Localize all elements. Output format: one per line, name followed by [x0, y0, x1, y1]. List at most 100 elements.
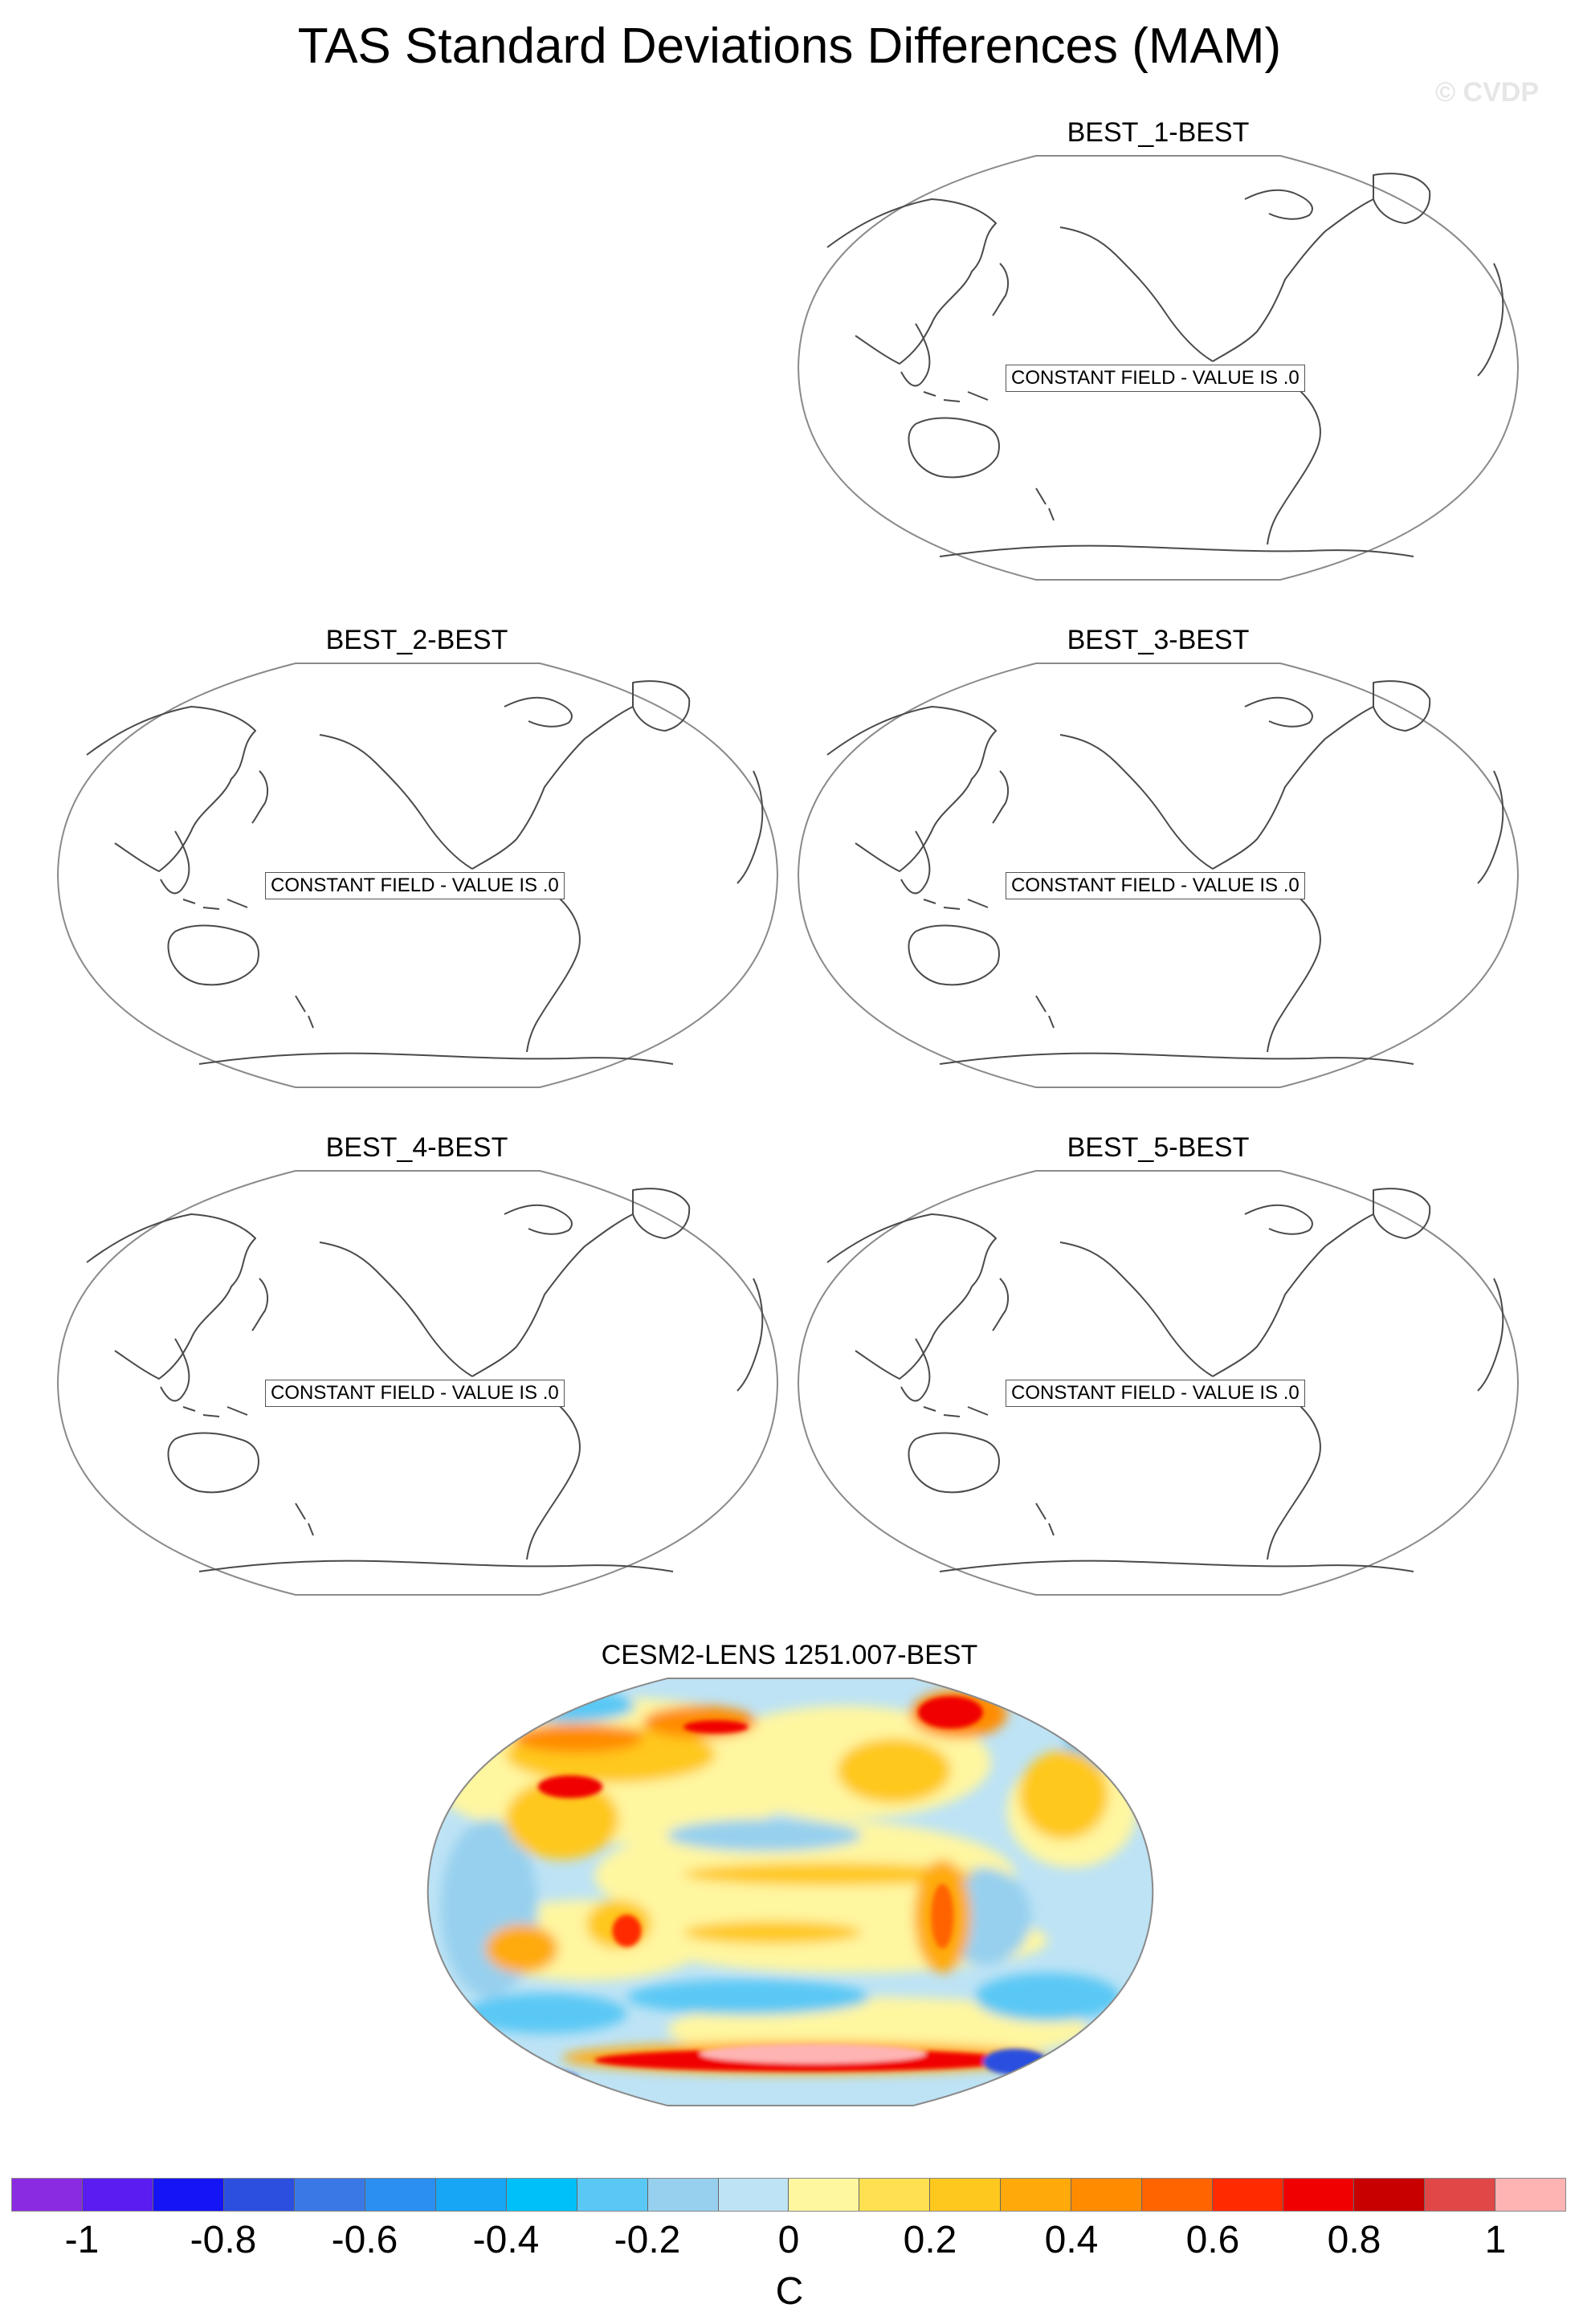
colorbar-tick-label: -0.2 [614, 2219, 681, 2261]
coastline [1035, 487, 1055, 521]
coastline [295, 1502, 314, 1536]
coastline [1212, 706, 1374, 870]
coastline [160, 830, 190, 895]
colorbar-cell [153, 2179, 224, 2211]
colorbar-tick-label: 1 [1484, 2219, 1507, 2261]
coastline [1244, 696, 1313, 728]
colorbar-tick-label: 0.4 [1044, 2219, 1099, 2261]
coastline [182, 1406, 248, 1417]
coastline [939, 1560, 1414, 1572]
coastline [1059, 226, 1214, 362]
coastline [900, 323, 931, 387]
colorbar-cell [1283, 2179, 1355, 2211]
coastline [826, 198, 997, 365]
colorbar-cell [789, 2179, 860, 2211]
coastline [198, 1560, 674, 1572]
coastline [1477, 263, 1504, 377]
coastline [992, 1278, 1010, 1331]
coastline [1059, 1242, 1214, 1377]
constant-field-label-best-2: CONSTANT FIELD - VALUE IS .0 [265, 872, 565, 899]
constant-field-label-best-3: CONSTANT FIELD - VALUE IS .0 [1006, 872, 1305, 899]
colorbar-cell [647, 2179, 719, 2211]
coastline [198, 1052, 674, 1065]
colorbar-tick-label: -0.8 [190, 2219, 257, 2261]
coastline [1212, 198, 1374, 362]
coastline [295, 995, 314, 1029]
coastline [1373, 1188, 1431, 1239]
colorbar-cell [435, 2179, 507, 2211]
coastline [251, 770, 269, 824]
coastline [900, 830, 931, 895]
constant-field-label-best-1: CONSTANT FIELD - VALUE IS .0 [1006, 365, 1305, 392]
coastline [939, 544, 1414, 557]
coastline [992, 263, 1010, 316]
coastline [632, 680, 691, 732]
coastline [504, 1204, 573, 1235]
coastline [923, 899, 989, 910]
panel-title-best-4: BEST_4-BEST [325, 1132, 508, 1163]
page-title: TAS Standard Deviations Differences (MAM… [297, 18, 1282, 74]
colorbar-cell [1425, 2179, 1496, 2211]
constant-field-label-best-5: CONSTANT FIELD - VALUE IS .0 [1006, 1380, 1305, 1407]
coastline [86, 706, 256, 872]
coastline [736, 770, 764, 884]
panel-title-cesm2-lens: CESM2-LENS 1251.007-BEST [601, 1640, 978, 1670]
coastline [1373, 680, 1431, 732]
colorbar-cell [1213, 2179, 1284, 2211]
coastline [632, 1188, 691, 1239]
panel-title-best-5: BEST_5-BEST [1067, 1132, 1250, 1163]
colorbar-cell [1495, 2179, 1565, 2211]
colorbar-cell [506, 2179, 577, 2211]
coastline [167, 1432, 259, 1494]
coastline [1059, 734, 1214, 870]
colorbar-tick-label: 0.2 [903, 2219, 957, 2261]
coastline [182, 899, 248, 910]
coastline [504, 696, 573, 728]
coastline [992, 770, 1010, 824]
coastline [736, 1278, 764, 1392]
coastline [319, 734, 473, 870]
colorbar-tick-label: 0.8 [1327, 2219, 1381, 2261]
colorbar-cell [930, 2179, 1002, 2211]
colorbar-cell [294, 2179, 365, 2211]
coastline [1035, 995, 1055, 1029]
colorbar-cell [1142, 2179, 1214, 2211]
colorbar-cell [82, 2179, 153, 2211]
colorbar-units: C [775, 2270, 804, 2313]
panel-title-best-1: BEST_1-BEST [1067, 117, 1250, 148]
colorbar-cell [1354, 2179, 1426, 2211]
colorbar-tick-label: -0.4 [472, 2219, 540, 2261]
coastline [1244, 1204, 1313, 1235]
coastline [908, 1432, 1000, 1494]
colorbar-cell [365, 2179, 436, 2211]
coastline [160, 1338, 190, 1402]
coastline [923, 1406, 989, 1417]
colorbar-tick-label: 0.6 [1185, 2219, 1240, 2261]
coastline [900, 1338, 931, 1402]
colorbar-cell [718, 2179, 790, 2211]
coastline [1244, 189, 1313, 220]
watermark: © CVDP [1435, 77, 1539, 108]
coastline [939, 1052, 1414, 1065]
colorbar [11, 2178, 1566, 2212]
coastline [86, 1213, 256, 1380]
coastline [923, 391, 989, 402]
colorbar-tick-label: -1 [64, 2219, 100, 2261]
panel-title-best-2: BEST_2-BEST [325, 625, 508, 655]
colorbar-cell [12, 2179, 83, 2211]
coastline [826, 706, 997, 872]
panel-title-best-3: BEST_3-BEST [1067, 625, 1250, 655]
coastline [319, 1242, 473, 1377]
colorbar-tick-label: -0.6 [331, 2219, 398, 2261]
coastline [1477, 1278, 1504, 1392]
coastline [908, 924, 1000, 986]
coastline [1035, 1502, 1055, 1536]
coastline [167, 924, 259, 986]
coastline [1373, 173, 1431, 224]
coastline [908, 417, 1000, 479]
constant-field-label-best-4: CONSTANT FIELD - VALUE IS .0 [265, 1380, 565, 1407]
colorbar-tick-label: 0 [777, 2219, 800, 2261]
colorbar-cell [1001, 2179, 1072, 2211]
coastline [1477, 770, 1504, 884]
coastline [471, 706, 634, 870]
